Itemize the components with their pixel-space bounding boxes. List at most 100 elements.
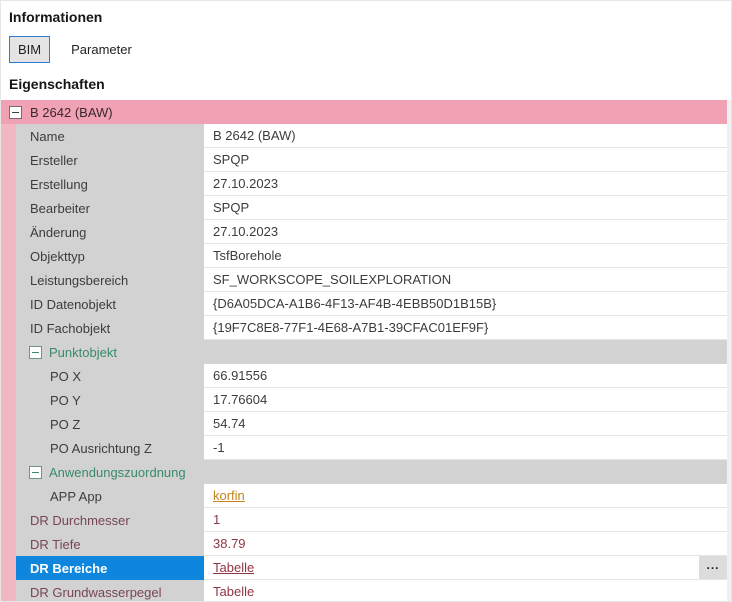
property-row[interactable]: APP App korfin: [1, 484, 727, 508]
property-value-cell[interactable]: korfin: [204, 484, 727, 508]
property-value-cell[interactable]: 38.79: [204, 532, 727, 556]
property-row[interactable]: ID Fachobjekt {19F7C8E8-77F1-4E68-A7B1-39…: [1, 316, 727, 340]
section-title: Eigenschaften: [9, 76, 105, 92]
object-header-row[interactable]: B 2642 (BAW): [1, 100, 727, 124]
property-value: SPQP: [213, 152, 250, 167]
property-row[interactable]: Erstellung 27.10.2023: [1, 172, 727, 196]
property-value: 1: [213, 512, 221, 527]
property-value-cell[interactable]: 66.91556: [204, 364, 727, 388]
property-row[interactable]: Bearbeiter SPQP: [1, 196, 727, 220]
group-header-label: Anwendungszuordnung: [49, 464, 186, 480]
property-label: DR Bereiche: [16, 556, 204, 580]
row-stripe: [1, 364, 16, 388]
property-value-cell[interactable]: 27.10.2023: [204, 172, 727, 196]
property-row[interactable]: Ersteller SPQP: [1, 148, 727, 172]
minus-bar: [32, 351, 39, 353]
property-value: {D6A05DCA-A1B6-4F13-AF4B-4EBB50D1B15B}: [213, 296, 497, 311]
property-value-cell[interactable]: 17.76604: [204, 388, 727, 412]
property-label: Leistungsbereich: [16, 268, 204, 292]
property-grid: B 2642 (BAW) Name B 2642 (BAW) Ersteller SPQ…: [1, 100, 731, 601]
row-stripe: [1, 148, 16, 172]
ellipsis-button[interactable]: ...: [699, 556, 727, 579]
property-row[interactable]: DR Durchmesser 1: [1, 508, 727, 532]
property-value: TsfBorehole: [213, 248, 282, 263]
row-stripe: [1, 532, 16, 556]
minus-bar: [12, 111, 19, 113]
property-row[interactable]: DR Grundwasserpegel Tabelle: [1, 580, 727, 601]
property-value: 17.76604: [213, 392, 268, 407]
property-value-cell[interactable]: SPQP: [204, 196, 727, 220]
row-stripe: [1, 172, 16, 196]
property-value-cell[interactable]: -1: [204, 436, 727, 460]
row-stripe: [1, 484, 16, 508]
property-value-cell[interactable]: {19F7C8E8-77F1-4E68-A7B1-39CFAC01EF9F}: [204, 316, 727, 340]
property-value: 38.79: [213, 536, 246, 551]
property-value: 27.10.2023: [213, 224, 279, 239]
row-stripe: [1, 292, 16, 316]
property-label: DR Grundwasserpegel: [16, 580, 204, 601]
property-row[interactable]: PO X 66.91556: [1, 364, 727, 388]
property-value: {19F7C8E8-77F1-4E68-A7B1-39CFAC01EF9F}: [213, 320, 489, 335]
row-stripe: [1, 580, 16, 601]
collapse-minus-icon[interactable]: [9, 105, 22, 119]
property-label: ID Fachobjekt: [16, 316, 204, 340]
property-value-cell[interactable]: 27.10.2023: [204, 220, 727, 244]
property-value-cell[interactable]: SPQP: [204, 148, 727, 172]
row-stripe: [1, 316, 16, 340]
property-value: 54.74: [213, 416, 246, 431]
property-row[interactable]: PO Z 54.74: [1, 412, 727, 436]
property-value: Tabelle: [213, 584, 255, 599]
property-row[interactable]: PO Y 17.76604: [1, 388, 727, 412]
property-label: APP App: [16, 484, 204, 508]
tab-bar: BIM Parameter: [9, 35, 731, 63]
property-value-cell[interactable]: Tabelle: [204, 580, 727, 601]
row-stripe: [1, 556, 16, 580]
property-label: PO Z: [16, 412, 204, 436]
property-label: Änderung: [16, 220, 204, 244]
property-row[interactable]: Name B 2642 (BAW): [1, 124, 727, 148]
row-stripe: [1, 436, 16, 460]
property-row[interactable]: DR Bereiche Tabelle...: [1, 556, 727, 580]
group-header-row[interactable]: Anwendungszuordnung: [1, 460, 727, 484]
minus-bar: [32, 471, 39, 473]
row-stripe: [1, 268, 16, 292]
group-header-row[interactable]: Punktobjekt: [1, 340, 727, 364]
property-label: DR Tiefe: [16, 532, 204, 556]
property-value-cell[interactable]: B 2642 (BAW): [204, 124, 727, 148]
property-label: DR Durchmesser: [16, 508, 204, 532]
property-label: PO Y: [16, 388, 204, 412]
value-link[interactable]: Tabelle: [213, 560, 255, 575]
property-value-cell[interactable]: TsfBorehole: [204, 244, 727, 268]
collapse-minus-icon[interactable]: [29, 465, 42, 479]
object-header-label: B 2642 (BAW): [30, 104, 113, 120]
property-value-cell[interactable]: SF_WORKSCOPE_SOILEXPLORATION: [204, 268, 727, 292]
property-row[interactable]: Leistungsbereich SF_WORKSCOPE_SOILEXPLORA…: [1, 268, 727, 292]
property-value-cell[interactable]: {D6A05DCA-A1B6-4F13-AF4B-4EBB50D1B15B}: [204, 292, 727, 316]
property-value: 27.10.2023: [213, 176, 279, 191]
property-value-cell[interactable]: 54.74: [204, 412, 727, 436]
property-label: Objekttyp: [16, 244, 204, 268]
property-value-cell[interactable]: Tabelle...: [204, 556, 727, 580]
value-link[interactable]: korfin: [213, 488, 245, 503]
tab-bim[interactable]: BIM: [9, 35, 51, 63]
property-row[interactable]: ID Datenobjekt {D6A05DCA-A1B6-4F13-AF4B-4…: [1, 292, 727, 316]
row-stripe: [1, 340, 16, 364]
tab-parameter[interactable]: Parameter: [71, 41, 132, 57]
property-label: ID Datenobjekt: [16, 292, 204, 316]
row-stripe: [1, 508, 16, 532]
property-label: Bearbeiter: [16, 196, 204, 220]
group-header-label: Punktobjekt: [49, 344, 117, 360]
panel-title: Informationen: [9, 9, 103, 25]
property-value: B 2642 (BAW): [213, 128, 296, 143]
property-row[interactable]: DR Tiefe 38.79: [1, 532, 727, 556]
property-row[interactable]: PO Ausrichtung Z -1: [1, 436, 727, 460]
property-label: Erstellung: [16, 172, 204, 196]
row-stripe: [1, 220, 16, 244]
collapse-minus-icon[interactable]: [29, 345, 42, 359]
property-value: 66.91556: [213, 368, 268, 383]
row-stripe: [1, 196, 16, 220]
property-value-cell[interactable]: 1: [204, 508, 727, 532]
property-row[interactable]: Änderung 27.10.2023: [1, 220, 727, 244]
row-stripe: [1, 412, 16, 436]
property-row[interactable]: Objekttyp TsfBorehole: [1, 244, 727, 268]
